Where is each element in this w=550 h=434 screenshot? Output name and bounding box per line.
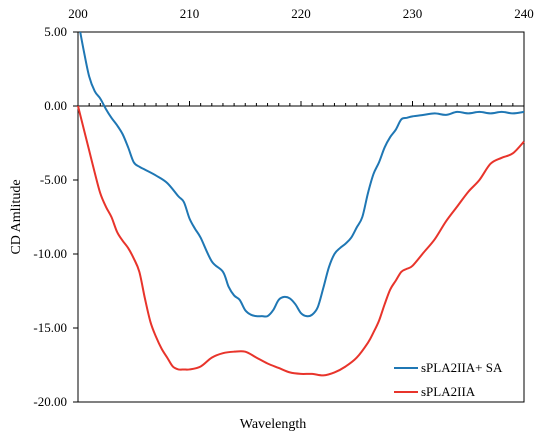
y-tick-label: -15.00 — [33, 320, 67, 335]
y-tick-label: -10.00 — [33, 246, 67, 261]
y-tick-label: -5.00 — [40, 172, 67, 187]
legend: sPLA2IIA+ SA sPLA2IIA — [394, 360, 503, 399]
x-tick-label: 240 — [514, 6, 534, 21]
legend-label-series-1: sPLA2IIA+ SA — [421, 360, 503, 375]
legend-label-series-2: sPLA2IIA — [421, 384, 476, 399]
series-line-1 — [79, 31, 525, 318]
y-axis-title: CD Amlitude — [9, 179, 24, 254]
x-axis-ticks: 200 210 220 230 240 — [68, 6, 534, 106]
y-axis-ticks: 5.00 0.00 -5.00 -10.00 -15.00 -20.00 — [33, 24, 78, 409]
y-tick-label: 5.00 — [44, 24, 67, 39]
x-tick-label: 220 — [291, 6, 311, 21]
x-tick-label: 230 — [403, 6, 423, 21]
series-line-2 — [77, 105, 525, 377]
x-axis-title: Wavelength — [240, 417, 307, 432]
y-tick-label: -20.00 — [33, 394, 67, 409]
series-layer — [77, 31, 525, 377]
x-tick-label: 210 — [180, 6, 200, 21]
x-tick-label: 200 — [68, 6, 88, 21]
y-tick-label: 0.00 — [44, 98, 67, 113]
plot-area — [77, 31, 525, 403]
